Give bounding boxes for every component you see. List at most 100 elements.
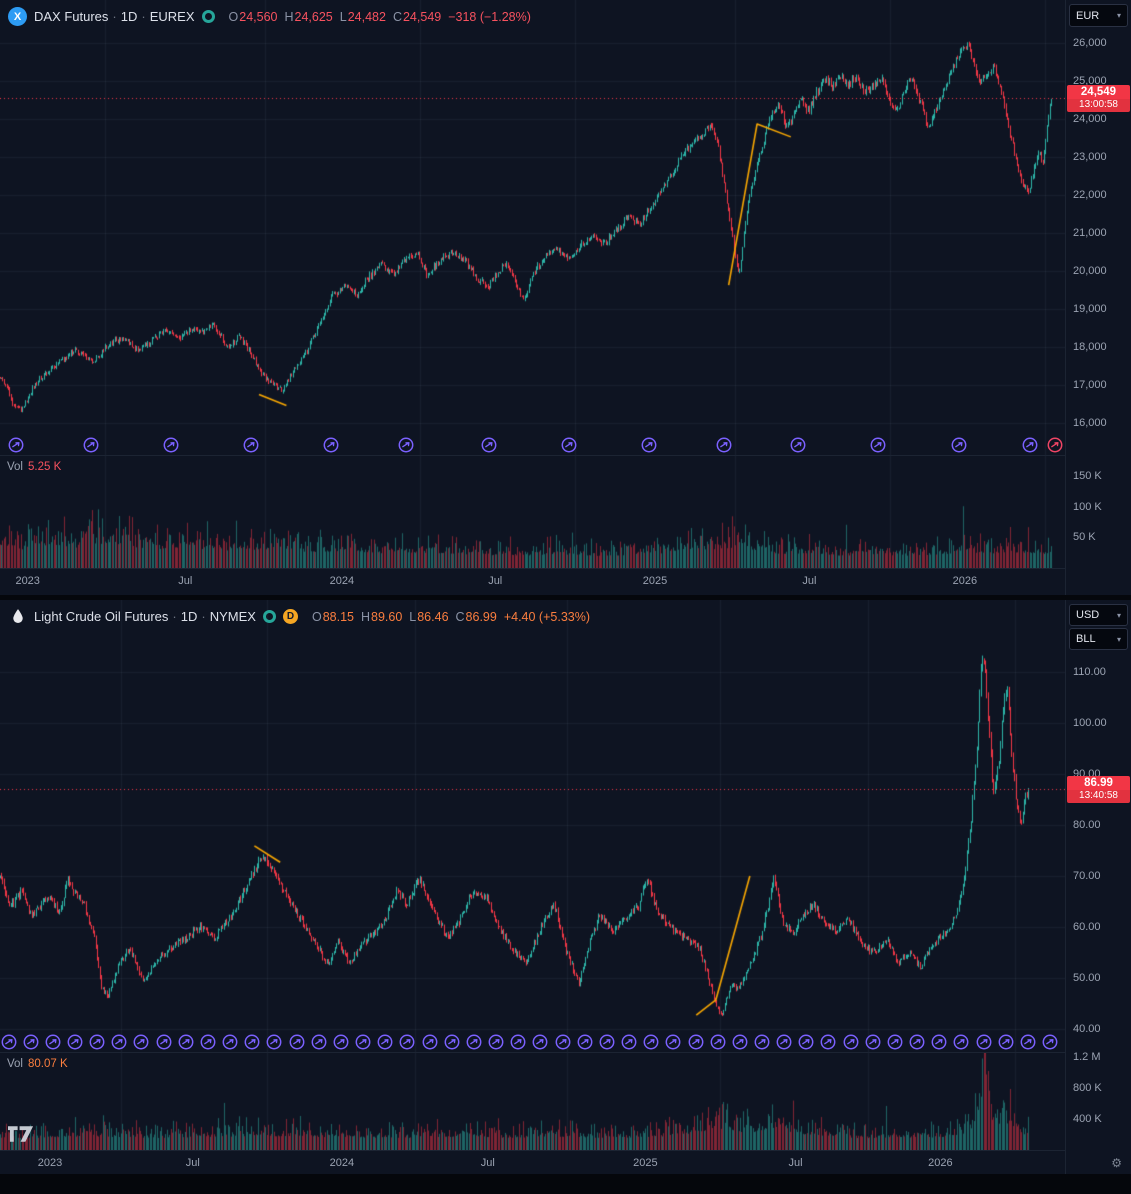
time-axis[interactable]: 2023 Jul 2024 Jul 2025 Jul 2026 (0, 569, 1065, 595)
contract-rollover-icon[interactable] (798, 1034, 814, 1050)
time-axis-label: 2025 (633, 1157, 658, 1169)
title-separator: · (201, 609, 206, 624)
contract-rollover-icon[interactable] (641, 437, 657, 453)
pane-separator[interactable] (0, 455, 1065, 456)
contract-rollover-icon[interactable] (688, 1034, 704, 1050)
contract-rollover-icon[interactable] (998, 1034, 1014, 1050)
contract-rollover-icon[interactable] (843, 1034, 859, 1050)
dax-volume-canvas[interactable] (0, 456, 1065, 568)
contract-rollover-icon[interactable] (178, 1034, 194, 1050)
oil-price-axis[interactable]: USD ▾ BLL ▾ 86.99 13:40:58 ⚙ 110.00 100.0… (1065, 600, 1131, 1174)
contract-rollover-icon[interactable] (222, 1034, 238, 1050)
contract-rollover-icon[interactable] (909, 1034, 925, 1050)
contract-rollover-icon[interactable] (776, 1034, 792, 1050)
contract-rollover-icon[interactable] (244, 1034, 260, 1050)
contract-rollover-icon[interactable] (377, 1034, 393, 1050)
exchange-label[interactable]: NYMEX (209, 609, 256, 624)
contract-rollover-icon[interactable] (488, 1034, 504, 1050)
contract-rollover-icon[interactable] (444, 1034, 460, 1050)
contract-rollover-icon[interactable] (643, 1034, 659, 1050)
market-status-icon (262, 610, 276, 623)
oil-volume-pane[interactable]: Vol 80.07 K (0, 1053, 1065, 1150)
dax-symbol-title-button[interactable]: DAX Futures · 1D · EUREX (34, 9, 195, 24)
high-label: H (284, 9, 294, 24)
contract-rollover-icon[interactable] (23, 1034, 39, 1050)
dax-volume-pane[interactable]: Vol 5.25 K (0, 456, 1065, 568)
contract-rollover-icon[interactable] (83, 437, 99, 453)
contract-rollover-icon[interactable] (555, 1034, 571, 1050)
contract-rollover-icon[interactable] (716, 437, 732, 453)
contract-rollover-icon[interactable] (599, 1034, 615, 1050)
contract-rollover-icon[interactable] (1047, 437, 1063, 453)
contract-rollover-icon[interactable] (1020, 1034, 1036, 1050)
contract-rollover-icon[interactable] (323, 437, 339, 453)
currency-selector[interactable]: USD ▾ (1069, 604, 1128, 626)
contract-rollover-icon[interactable] (1, 1034, 17, 1050)
contract-rollover-icon[interactable] (976, 1034, 992, 1050)
pane-separator[interactable] (0, 1052, 1065, 1053)
contract-rollover-icon[interactable] (45, 1034, 61, 1050)
last-price-value: 86.99 (1067, 776, 1130, 791)
high-label: H (360, 609, 370, 624)
symbol-name[interactable]: DAX Futures (34, 9, 109, 24)
exchange-label[interactable]: EUREX (149, 9, 195, 24)
contract-rollover-icon[interactable] (67, 1034, 83, 1050)
oil-price-pane[interactable]: Light Crude Oil Futures · 1D · NYMEX D O… (0, 600, 1065, 1052)
dax-price-chart-canvas[interactable] (0, 0, 1065, 455)
contract-rollover-icon[interactable] (710, 1034, 726, 1050)
contract-rollover-icon[interactable] (754, 1034, 770, 1050)
delayed-data-badge[interactable]: D (282, 609, 298, 624)
time-axis[interactable]: 2023 Jul 2024 Jul 2025 Jul 2026 (0, 1151, 1065, 1174)
interval-button[interactable]: 1D (180, 609, 198, 624)
contract-rollover-icon[interactable] (355, 1034, 371, 1050)
unit-selector[interactable]: BLL ▾ (1069, 628, 1128, 650)
contract-rollover-icon[interactable] (951, 437, 967, 453)
dax-price-pane[interactable]: X DAX Futures · 1D · EUREX O24,560 H24,6… (0, 0, 1065, 455)
panel-resize-divider[interactable] (0, 595, 1131, 600)
contract-rollover-icon[interactable] (665, 1034, 681, 1050)
contract-rollover-icon[interactable] (398, 437, 414, 453)
symbol-name[interactable]: Light Crude Oil Futures (34, 609, 169, 624)
contract-rollover-icon[interactable] (311, 1034, 327, 1050)
contract-rollover-icon[interactable] (8, 437, 24, 453)
contract-rollover-icon[interactable] (1022, 437, 1038, 453)
contract-rollover-icon[interactable] (133, 1034, 149, 1050)
contract-rollover-icon[interactable] (333, 1034, 349, 1050)
contract-rollover-icon[interactable] (820, 1034, 836, 1050)
oil-volume-canvas[interactable] (0, 1053, 1065, 1150)
contract-rollover-icon[interactable] (732, 1034, 748, 1050)
interval-button[interactable]: 1D (120, 9, 138, 24)
pane-separator[interactable] (0, 1150, 1065, 1151)
contract-rollover-icon[interactable] (577, 1034, 593, 1050)
contract-rollover-icon[interactable] (887, 1034, 903, 1050)
contract-rollover-icon[interactable] (200, 1034, 216, 1050)
contract-rollover-icon[interactable] (289, 1034, 305, 1050)
contract-rollover-icon[interactable] (870, 437, 886, 453)
contract-rollover-icon[interactable] (111, 1034, 127, 1050)
contract-rollover-icon[interactable] (163, 437, 179, 453)
contract-rollover-icon[interactable] (481, 437, 497, 453)
contract-rollover-icon[interactable] (422, 1034, 438, 1050)
oil-symbol-title-button[interactable]: Light Crude Oil Futures · 1D · NYMEX (34, 609, 256, 624)
contract-rollover-icon[interactable] (953, 1034, 969, 1050)
contract-rollover-icon[interactable] (466, 1034, 482, 1050)
tradingview-logo[interactable] (8, 1126, 35, 1147)
contract-rollover-icon[interactable] (532, 1034, 548, 1050)
axis-settings-gear-icon[interactable]: ⚙ (1111, 1156, 1122, 1170)
contract-rollover-icon[interactable] (621, 1034, 637, 1050)
oil-price-chart-canvas[interactable] (0, 600, 1065, 1052)
contract-rollover-icon[interactable] (865, 1034, 881, 1050)
contract-rollover-icon[interactable] (561, 437, 577, 453)
pane-separator[interactable] (0, 568, 1065, 569)
contract-rollover-icon[interactable] (1042, 1034, 1058, 1050)
dax-price-axis[interactable]: EUR ▾ 24,549 13:00:58 26,000 25,000 24,000… (1065, 0, 1131, 595)
contract-rollover-icon[interactable] (931, 1034, 947, 1050)
contract-rollover-icon[interactable] (399, 1034, 415, 1050)
contract-rollover-icon[interactable] (156, 1034, 172, 1050)
contract-rollover-icon[interactable] (89, 1034, 105, 1050)
contract-rollover-icon[interactable] (243, 437, 259, 453)
contract-rollover-icon[interactable] (790, 437, 806, 453)
contract-rollover-icon[interactable] (266, 1034, 282, 1050)
contract-rollover-icon[interactable] (510, 1034, 526, 1050)
currency-selector[interactable]: EUR ▾ (1069, 4, 1128, 27)
